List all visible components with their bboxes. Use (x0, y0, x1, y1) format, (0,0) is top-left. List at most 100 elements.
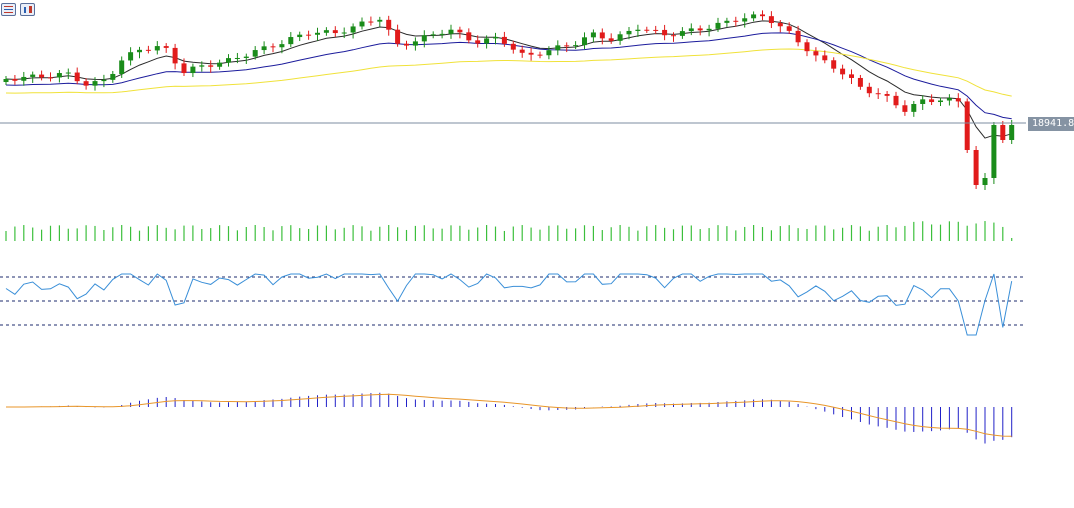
candle-body (911, 103, 917, 112)
candle-body (386, 19, 392, 30)
candle-body (430, 34, 436, 36)
candle-body (875, 93, 881, 95)
candle-body (777, 23, 783, 27)
candle-body (368, 21, 374, 23)
candle-body (786, 26, 792, 31)
candle-body (768, 16, 774, 24)
candle-body (608, 38, 614, 41)
candle-body (804, 42, 810, 52)
candle-body (457, 29, 463, 33)
candle-body (599, 32, 605, 39)
candle-body (101, 79, 107, 82)
candle-body (795, 30, 801, 43)
candle-body (377, 19, 383, 22)
candles (3, 10, 1015, 190)
candle-body (938, 100, 943, 103)
ma-mid-line (5, 32, 1012, 120)
macd-panel (6, 392, 1013, 444)
candle-body (297, 34, 303, 38)
candle-body (181, 63, 187, 74)
candle-body (92, 81, 98, 86)
candle-body (56, 73, 62, 78)
candle-body (733, 20, 739, 22)
candle-body (261, 46, 267, 51)
candle-body (74, 72, 80, 82)
candle-body (359, 21, 365, 27)
candle-body (671, 35, 676, 37)
candle-body (840, 68, 846, 75)
candle-body (653, 29, 659, 31)
candle-body (404, 43, 409, 46)
candle-body (537, 54, 543, 56)
candle-body (332, 30, 338, 34)
last-price-label: 18941.85 (1028, 117, 1074, 131)
candle-body (199, 65, 205, 67)
candle-body (564, 45, 570, 47)
candle-body (590, 32, 596, 38)
candle-body (421, 35, 427, 42)
candle-body (439, 33, 445, 35)
list-icon[interactable] (1, 3, 16, 16)
candle-body (484, 38, 490, 44)
candle-body (1000, 125, 1006, 140)
candle-body (955, 98, 961, 102)
candle-body (145, 49, 151, 51)
candle-body (528, 52, 534, 55)
candle-body (573, 45, 579, 47)
candle-body (617, 34, 623, 41)
macd-signal-line (6, 393, 1012, 437)
volume-panel (5, 221, 1013, 241)
candle-body (234, 57, 240, 59)
candle-body (582, 37, 587, 46)
candle-body (83, 81, 89, 86)
candle-body (12, 79, 18, 81)
candle-body (742, 18, 748, 22)
candle-body (315, 32, 320, 35)
candle-body (323, 30, 329, 33)
candle-body (546, 50, 552, 56)
candle-body (501, 36, 507, 44)
candle-body (964, 101, 970, 150)
candle-body (243, 56, 249, 58)
candle-body (412, 41, 418, 46)
candle-body (679, 31, 685, 36)
candle-body (208, 65, 214, 67)
candle-body (920, 99, 926, 104)
candle-body (519, 49, 525, 53)
candle-body (270, 46, 276, 48)
candle-body (39, 74, 45, 78)
candle-body (831, 60, 837, 69)
candle-body (226, 58, 231, 63)
candle-body (279, 44, 285, 48)
ma-slow-line (5, 48, 1012, 97)
candle-body (493, 36, 498, 39)
candle-body (172, 47, 178, 64)
candle-body (991, 125, 997, 178)
candle-body (217, 62, 223, 67)
candle-body (448, 29, 454, 34)
candle-body (822, 55, 828, 61)
candle-body (715, 22, 721, 29)
candle-body (48, 77, 53, 79)
candle-body (555, 45, 561, 51)
candle-body (288, 37, 294, 45)
candle-body (902, 105, 908, 112)
candle-body (866, 86, 872, 94)
candle-body (635, 29, 641, 31)
candle-body (3, 79, 9, 82)
candle-body (163, 46, 169, 48)
candle-body (813, 51, 819, 56)
chart-properties-icon[interactable] (20, 3, 35, 16)
candle-body (110, 73, 116, 80)
candle-body (946, 98, 952, 101)
candle-body (466, 32, 472, 41)
candle-body (644, 29, 650, 31)
candle-body (929, 99, 935, 103)
candle-body (973, 150, 979, 185)
candle-body (306, 34, 312, 36)
candle-body (662, 29, 668, 36)
candle-body (760, 14, 765, 17)
candle-body (697, 28, 703, 31)
candle-body (341, 32, 347, 34)
